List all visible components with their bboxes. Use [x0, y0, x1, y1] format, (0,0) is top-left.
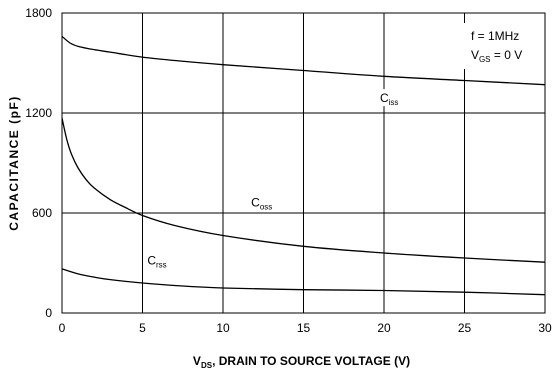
y-tick-label: 1800 [25, 6, 52, 20]
x-tick-label: 30 [538, 321, 552, 335]
x-axis-label-rest: , DRAIN TO SOURCE VOLTAGE (V) [212, 354, 410, 368]
annotation-line: VGS = 0 V [471, 48, 522, 64]
curve-label-coss: Coss [251, 195, 272, 211]
x-tick-label: 20 [377, 321, 391, 335]
x-axis-label-main: V [193, 354, 201, 368]
curve-label-ciss: Ciss [380, 91, 398, 107]
x-axis-label-sub: DS [201, 361, 213, 370]
x-tick-label: 0 [59, 321, 66, 335]
curve-label-crss: Crss [147, 254, 166, 270]
annotation-line: f = 1MHz [471, 29, 519, 43]
ciss-curve [61, 35, 546, 86]
curve-label-background [367, 89, 406, 107]
x-tick-label: 10 [216, 321, 230, 335]
annotations: f = 1MHz VGS = 0 V [461, 23, 522, 69]
curve-labels: Ciss Coss Crss [147, 89, 406, 270]
y-axis-label: CAPACITANCE (pF) [7, 95, 21, 231]
y-tick-label: 1200 [25, 106, 52, 120]
y-tick-label: 0 [45, 306, 52, 320]
crss-curve [61, 268, 546, 296]
curve-label-background [239, 193, 278, 211]
x-tick-label: 5 [139, 321, 146, 335]
plot-frame [61, 12, 546, 314]
y-tick-labels: 0 600 1200 1800 [25, 6, 52, 320]
series-layer [61, 35, 546, 296]
x-tick-label: 25 [458, 321, 472, 335]
x-tick-label: 15 [297, 321, 311, 335]
x-axis-label: VDS, DRAIN TO SOURCE VOLTAGE (V) [193, 354, 410, 370]
y-tick-label: 600 [32, 206, 52, 220]
x-tick-labels: 0 5 10 15 20 25 30 [59, 321, 552, 335]
annotation-background [461, 23, 522, 69]
coss-curve [61, 117, 546, 263]
